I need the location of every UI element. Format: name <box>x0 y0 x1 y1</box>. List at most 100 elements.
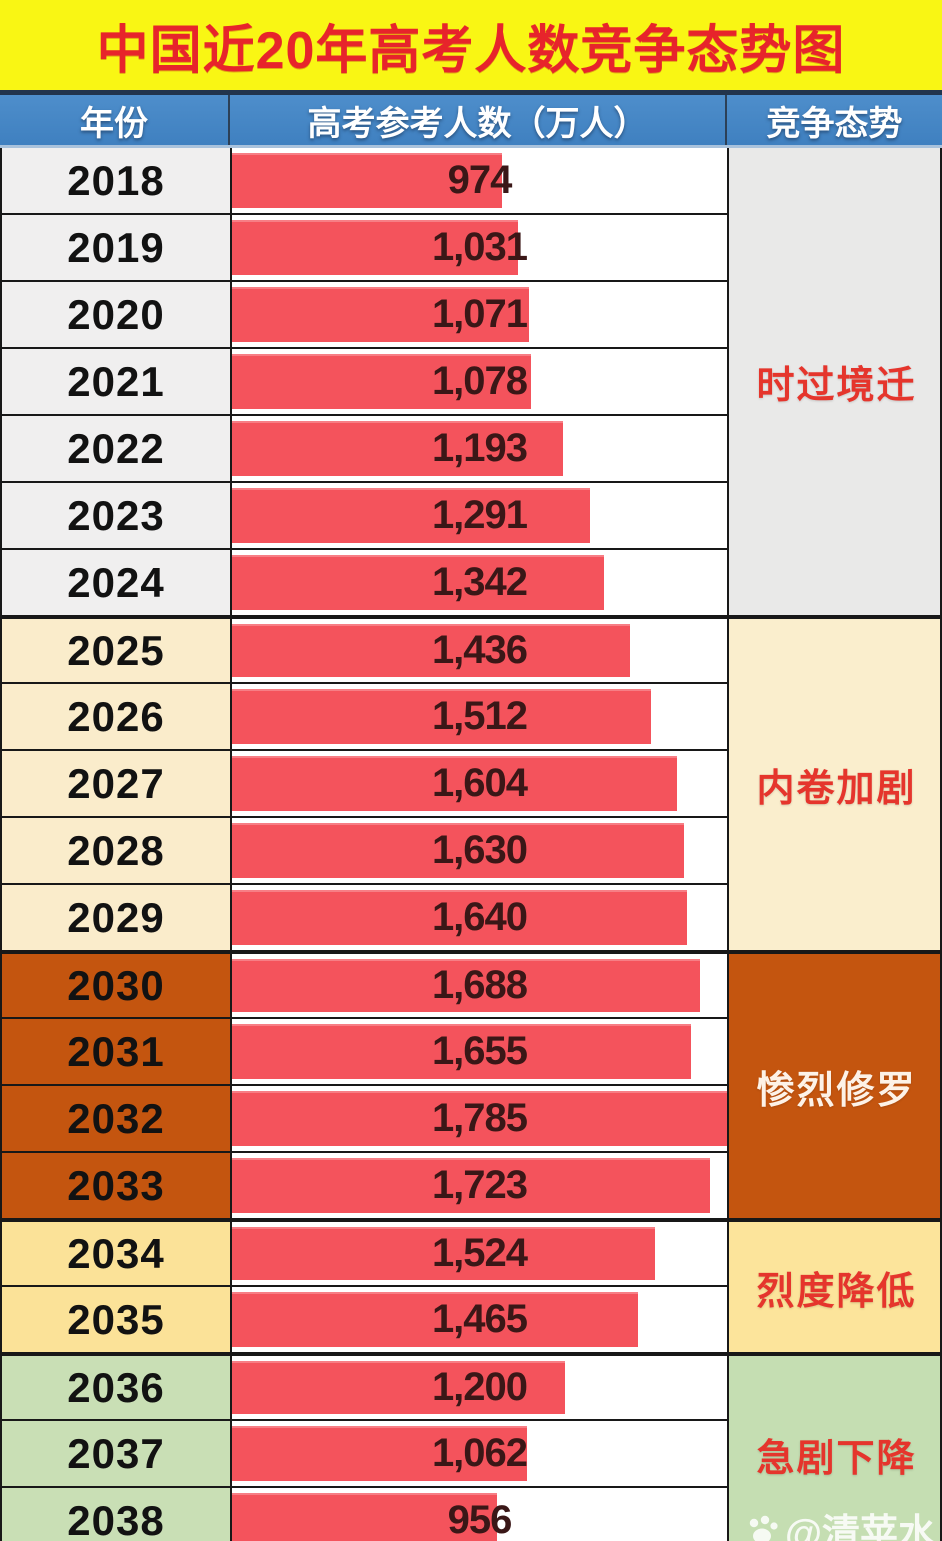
value-label: 1,630 <box>431 828 528 872</box>
header-trend: 竞争态势 <box>766 104 903 143</box>
value-label: 1,193 <box>431 426 528 470</box>
value-label: 1,436 <box>431 628 528 672</box>
value-label: 1,604 <box>431 761 528 805</box>
year-label: 2032 <box>67 1094 165 1142</box>
year-cell: 2024 <box>2 550 232 617</box>
value-bar <box>232 153 503 208</box>
value-bar <box>232 1227 655 1280</box>
bar-cell: 1,031 <box>232 215 729 282</box>
bar-cell: 956 <box>232 1488 729 1541</box>
year-cell: 2037 <box>2 1421 232 1488</box>
year-cell: 2022 <box>2 416 232 483</box>
value-bar <box>232 555 605 610</box>
year-cell: 2028 <box>2 818 232 885</box>
status-group-cell: 烈度降低 <box>729 1220 940 1354</box>
bar-cell: 1,524 <box>232 1220 729 1287</box>
watermark: @清苹水 <box>745 1502 936 1541</box>
value-bar <box>232 287 529 342</box>
year-label: 2026 <box>67 692 165 740</box>
bar-cell: 1,193 <box>232 416 729 483</box>
year-label: 2030 <box>67 961 165 1009</box>
year-cell: 2035 <box>2 1287 232 1354</box>
value-bar <box>232 689 652 744</box>
bar-cell: 1,465 <box>232 1287 729 1354</box>
year-cell: 2019 <box>2 215 232 282</box>
bar-cell: 1,071 <box>232 282 729 349</box>
bar-cell: 1,291 <box>232 483 729 550</box>
value-label: 1,342 <box>431 560 528 604</box>
value-label: 1,524 <box>431 1231 528 1275</box>
page-title: 中国近20年高考人数竞争态势图 <box>96 21 846 80</box>
value-label: 1,688 <box>431 963 528 1007</box>
status-group-label: 烈度降低 <box>756 1270 917 1313</box>
year-cell: 2033 <box>2 1153 232 1220</box>
year-cell: 2038 <box>2 1488 232 1541</box>
paw-icon <box>749 1515 778 1541</box>
year-cell: 2021 <box>2 349 232 416</box>
value-bar <box>232 823 685 878</box>
value-bar <box>232 421 563 476</box>
bar-cell: 1,655 <box>232 1019 729 1086</box>
year-cell: 2025 <box>2 617 232 684</box>
year-label: 2025 <box>67 626 165 674</box>
year-cell: 2029 <box>2 885 232 952</box>
value-label: 1,655 <box>431 1029 528 1073</box>
value-bar <box>232 890 687 945</box>
year-cell: 2034 <box>2 1220 232 1287</box>
value-bar <box>232 959 701 1012</box>
value-bar <box>232 1158 710 1213</box>
bar-cell: 1,604 <box>232 751 729 818</box>
year-label: 2023 <box>67 491 165 539</box>
year-cell: 2036 <box>2 1354 232 1421</box>
bar-cell: 1,436 <box>232 617 729 684</box>
status-group-label: 内卷加剧 <box>756 768 917 810</box>
year-cell: 2023 <box>2 483 232 550</box>
bar-cell: 1,062 <box>232 1421 729 1488</box>
value-label: 1,640 <box>431 895 528 939</box>
value-bar <box>232 1024 691 1079</box>
bar-cell: 1,200 <box>232 1354 729 1421</box>
value-bar <box>232 220 518 275</box>
year-label: 2022 <box>67 424 165 472</box>
value-bar <box>232 354 531 409</box>
year-cell: 2032 <box>2 1086 232 1153</box>
year-label: 2029 <box>67 893 165 941</box>
status-group-label: 急剧下降 <box>756 1438 917 1480</box>
bar-cell: 1,785 <box>232 1086 729 1153</box>
year-label: 2021 <box>67 357 165 405</box>
status-group-cell: 时过境迁 <box>729 148 940 617</box>
year-label: 2031 <box>67 1027 165 1075</box>
header-count: 高考参考人数（万人） <box>230 95 727 145</box>
watermark-text: @清苹水 <box>784 1513 936 1541</box>
value-label: 974 <box>447 158 513 202</box>
year-label: 2020 <box>67 290 165 338</box>
year-label: 2037 <box>67 1429 165 1477</box>
year-cell: 2026 <box>2 684 232 751</box>
year-cell: 2030 <box>2 952 232 1019</box>
year-label: 2018 <box>67 156 165 204</box>
year-label: 2038 <box>67 1496 165 1541</box>
status-group-label: 惨烈修罗 <box>756 1069 917 1112</box>
value-bar <box>232 756 677 811</box>
status-group-cell: 内卷加剧 <box>729 617 940 952</box>
value-bar <box>232 624 631 677</box>
value-bar <box>232 1361 565 1414</box>
bar-cell: 1,342 <box>232 550 729 617</box>
value-label: 956 <box>447 1498 513 1541</box>
title-banner: 中国近20年高考人数竞争态势图 <box>0 0 942 90</box>
value-label: 1,723 <box>431 1163 528 1207</box>
year-label: 2027 <box>67 759 165 807</box>
value-label: 1,785 <box>431 1096 528 1140</box>
year-label: 2028 <box>67 826 165 874</box>
status-group-cell: 惨烈修罗 <box>729 952 940 1220</box>
year-label: 2033 <box>67 1161 165 1209</box>
value-label: 1,291 <box>431 493 528 537</box>
value-bar <box>232 488 590 543</box>
bar-cell: 1,723 <box>232 1153 729 1220</box>
bar-cell: 1,640 <box>232 885 729 952</box>
bar-cell: 1,512 <box>232 684 729 751</box>
year-label: 2034 <box>67 1229 165 1277</box>
value-label: 1,078 <box>431 359 528 403</box>
bar-cell: 1,630 <box>232 818 729 885</box>
